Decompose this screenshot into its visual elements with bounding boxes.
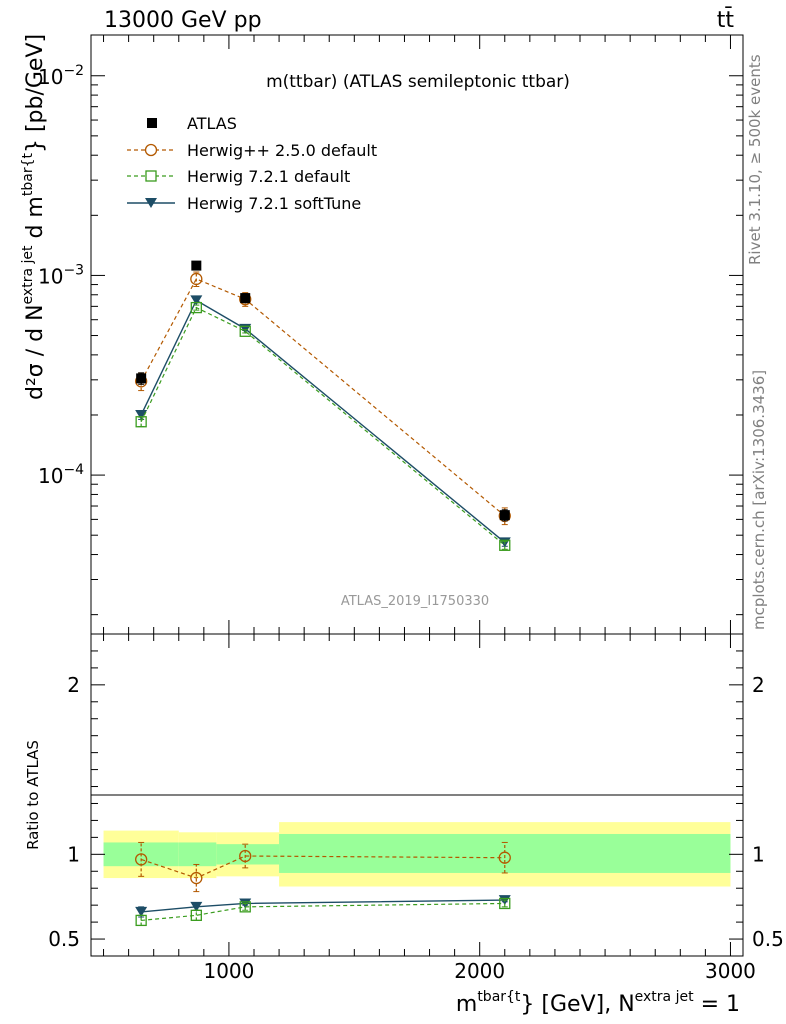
- y-label-sup-extrajet: extra jet: [20, 245, 36, 304]
- analysis-id: ATLAS_2019_I1750330: [341, 594, 489, 609]
- main-y-tick-label: 10−4: [38, 462, 84, 488]
- main-atlas-series: [136, 260, 510, 522]
- main-herwig-721-point-marker: [239, 325, 251, 337]
- main-y-axis: 10−210−310−4: [38, 63, 743, 616]
- x-label-m: m: [456, 992, 477, 1017]
- legend-label-herwig-721: Herwig 7.2.1 default: [187, 167, 350, 186]
- main-herwig-soft-line: [140, 299, 506, 543]
- legend-marker-herwig-pp: [144, 143, 158, 157]
- main-herwig-721-point-marker: [135, 416, 147, 428]
- ratio-herwig-soft-point-marker: [135, 906, 148, 917]
- main-atlas-point-marker: [499, 510, 510, 521]
- ratio-band-inner: [216, 844, 280, 865]
- main-atlas-point-marker: [191, 260, 202, 271]
- main-y-axis-label: d²σ / d Nextra jet d mtbar{t} [pb/GeV]: [20, 34, 48, 400]
- main-atlas-point-marker: [240, 293, 251, 304]
- main-x-ticks: [103, 35, 731, 634]
- ratio-herwig-pp-line: [140, 855, 505, 879]
- ratio-y-tick-label-right: 1: [752, 842, 765, 866]
- ratio-herwig-721-point-marker: [239, 901, 251, 913]
- y-label-main: d²σ / d N: [23, 304, 48, 400]
- main-y-tick-base: 10: [38, 464, 63, 488]
- main-herwig-soft-point-marker: [190, 295, 203, 306]
- ratio-y-tick-label-left: 1: [67, 842, 80, 866]
- ratio-herwig-pp-point-marker: [498, 851, 511, 864]
- legend-label-herwig-soft: Herwig 7.2.1 softTune: [187, 194, 361, 213]
- ratio-herwig-721-point-marker: [135, 914, 147, 927]
- main-y-tick-exponent: −4: [63, 462, 84, 478]
- legend-marker-atlas: [147, 118, 157, 128]
- header-process-label: tt̄: [717, 7, 735, 33]
- main-y-tick-base: 10: [38, 264, 63, 288]
- y-label-dm: d m: [23, 196, 48, 245]
- ratio-y-tick-label-left: 2: [67, 673, 80, 697]
- ratio-herwig-pp-point-marker: [135, 853, 148, 866]
- ratio-y-tick-label-right: 2: [752, 673, 765, 697]
- ratio-x-axis: 1000 2000 3000: [103, 634, 756, 983]
- y-label-unit: } [pb/GeV]: [23, 34, 48, 153]
- x-label-unit: } [GeV], N: [520, 992, 634, 1017]
- x-tick-label: 2000: [454, 959, 505, 983]
- ratio-herwig-soft-series: [135, 895, 511, 918]
- legend-label-herwig-pp: Herwig++ 2.5.0 default: [187, 141, 377, 160]
- ratio-herwig-soft-point-marker: [190, 901, 203, 912]
- ratio-herwig-pp-point-marker: [239, 849, 252, 863]
- mcplots-label: mcplots.cern.ch [arXiv:1306.3436]: [750, 370, 768, 630]
- x-label-tail: = 1: [694, 992, 740, 1017]
- header-collision-label: 13000 GeV pp: [104, 8, 262, 33]
- ratio-panel: 0.5 0.5 1 1 2 2 1000 2000 3000 Ratio to ATLAS m…: [24, 633, 784, 1017]
- main-y-tick-label: 10−3: [38, 262, 84, 288]
- ratio-herwig-721-point-marker: [499, 897, 511, 910]
- legend-marker-herwig-soft: [145, 198, 157, 208]
- legend-entry-herwig-soft: Herwig 7.2.1 softTune: [127, 194, 361, 213]
- main-y-tick-exponent: −3: [63, 262, 84, 278]
- ratio-y-tick-label-right: 0.5: [752, 927, 784, 951]
- ratio-y-axis-label: Ratio to ATLAS: [24, 740, 42, 850]
- main-herwig-721-point-marker: [499, 539, 511, 551]
- legend-entry-atlas: ATLAS: [147, 114, 237, 133]
- main-herwig-pp-line: [140, 278, 506, 517]
- main-series: [135, 260, 511, 551]
- ratio-herwig-721-series: [135, 897, 511, 927]
- legend-entry-herwig-pp: Herwig++ 2.5.0 default: [127, 141, 377, 160]
- main-herwig-soft-series: [135, 295, 511, 548]
- y-label-sup-tbar: tbar{t: [20, 153, 36, 197]
- main-y-tick-exponent: −2: [63, 63, 84, 79]
- main-herwig-721-point-marker: [190, 301, 202, 314]
- plot-title: m(ttbar) (ATLAS semileptonic ttbar): [266, 72, 570, 92]
- ratio-herwig-721-line: [141, 902, 505, 922]
- legend: ATLAS Herwig++ 2.5.0 default Herwig 7.2.…: [127, 114, 377, 213]
- ratio-herwig-soft-line: [141, 899, 505, 913]
- x-label-sup-extrajet: extra jet: [635, 989, 694, 1005]
- ratio-series: [135, 841, 511, 927]
- legend-label-atlas: ATLAS: [187, 114, 237, 133]
- rivet-version-label: Rivet 3.1.10, ≥ 500k events: [746, 54, 764, 265]
- ratio-band-inner: [178, 842, 217, 867]
- ratio-herwig-pp-series: [135, 841, 511, 893]
- main-y-tick-base: 10: [38, 65, 63, 89]
- main-herwig-721-line: [140, 306, 506, 546]
- ratio-herwig-721-point-marker: [190, 909, 202, 921]
- main-atlas-point-marker: [136, 373, 147, 384]
- x-axis-label: mtbar{t} [GeV], Nextra jet = 1: [456, 989, 740, 1017]
- ratio-herwig-pp-point-marker: [190, 871, 203, 885]
- legend-entry-herwig-721: Herwig 7.2.1 default: [127, 167, 350, 186]
- main-y-tick-label: 10−2: [38, 63, 84, 89]
- x-tick-label: 3000: [705, 959, 756, 983]
- ratio-frame: [90, 633, 744, 957]
- main-herwig-pp-point-marker: [190, 272, 203, 286]
- x-label-sup-tbar: tbar{t: [477, 989, 521, 1005]
- x-tick-label: 1000: [203, 959, 254, 983]
- legend-marker-herwig-721: [145, 170, 157, 182]
- main-herwig-721-series: [135, 301, 511, 551]
- main-herwig-soft-point-marker: [135, 409, 148, 420]
- main-panel: m(ttbar) (ATLAS semileptonic ttbar) ATLA…: [20, 34, 744, 635]
- ratio-y-tick-label-left: 0.5: [48, 927, 80, 951]
